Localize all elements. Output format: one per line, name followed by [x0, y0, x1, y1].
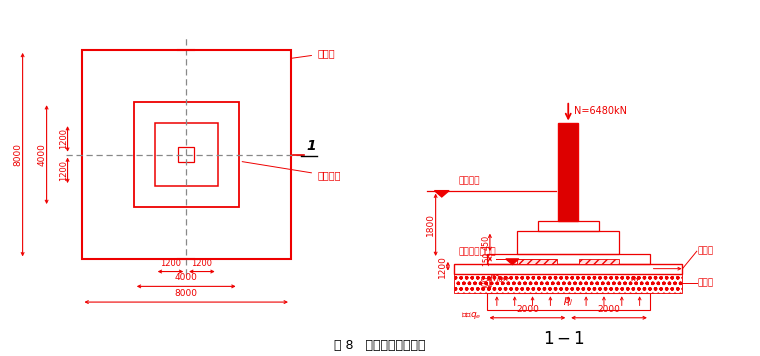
- Bar: [558, 124, 578, 221]
- Text: 4000: 4000: [38, 143, 47, 166]
- Bar: [518, 231, 619, 254]
- Text: 1200: 1200: [192, 258, 212, 268]
- Text: 2000: 2000: [516, 305, 539, 314]
- Text: 地下水位: 地下水位: [458, 177, 480, 185]
- Bar: [486, 254, 650, 264]
- Text: 图 8   独基加防水板基础: 图 8 独基加防水板基础: [334, 339, 426, 352]
- Bar: [537, 221, 599, 231]
- Bar: [179, 147, 194, 162]
- Text: 防水板: 防水板: [698, 247, 714, 256]
- Text: 300: 300: [482, 276, 491, 290]
- Polygon shape: [506, 259, 519, 265]
- Text: 防水板: 防水板: [292, 48, 334, 58]
- Text: 软垫层: 软垫层: [698, 279, 714, 288]
- Text: 450: 450: [482, 235, 491, 250]
- Text: 反力$q_e$: 反力$q_e$: [461, 310, 482, 321]
- Bar: [454, 273, 682, 293]
- Text: $1-1$: $1-1$: [543, 330, 585, 348]
- Bar: [81, 50, 291, 259]
- Bar: [486, 293, 650, 310]
- Text: 地下室地面标高: 地下室地面标高: [458, 247, 496, 256]
- Bar: [518, 259, 557, 264]
- Text: 150: 150: [482, 252, 491, 266]
- Text: 2000: 2000: [597, 305, 620, 314]
- Text: 独立基础: 独立基础: [242, 162, 340, 180]
- Text: $m_e$: $m_e$: [489, 273, 504, 285]
- Text: 1200: 1200: [438, 255, 447, 278]
- Text: 8000: 8000: [14, 143, 23, 166]
- Bar: [134, 102, 239, 207]
- Text: 1200: 1200: [59, 160, 68, 181]
- Text: 1200: 1200: [59, 129, 68, 150]
- Text: 1200: 1200: [160, 258, 181, 268]
- Text: 1800: 1800: [426, 213, 435, 236]
- Bar: [155, 123, 217, 186]
- Text: 1: 1: [306, 139, 316, 153]
- Text: 8000: 8000: [175, 289, 198, 298]
- Text: 4000: 4000: [175, 273, 198, 282]
- Bar: [579, 259, 619, 264]
- Polygon shape: [435, 191, 449, 197]
- Bar: [454, 264, 682, 273]
- Text: $p_j$: $p_j$: [563, 295, 574, 308]
- Text: N=6480kN: N=6480kN: [575, 106, 627, 116]
